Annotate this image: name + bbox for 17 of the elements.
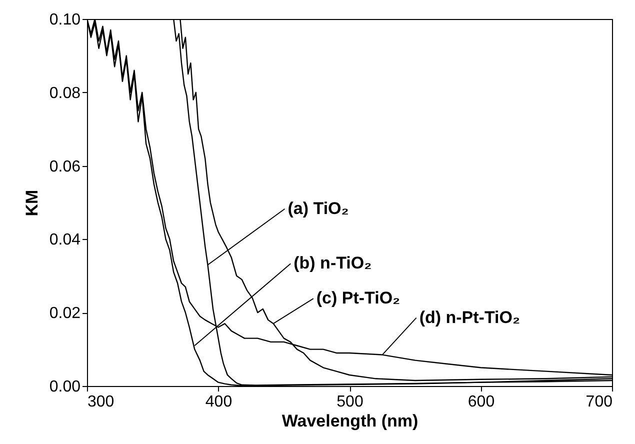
x-tick-label: 400 — [205, 394, 232, 410]
annotation: (c) Pt-TiO₂ — [316, 288, 400, 308]
x-tick-label: 300 — [88, 394, 114, 410]
x-tick-label: 700 — [586, 394, 613, 410]
y-tick-label: 0.02 — [49, 305, 81, 322]
y-tick-label: 0.00 — [49, 378, 81, 396]
x-tick-label: 500 — [336, 394, 364, 410]
y-axis-title: KM — [22, 190, 42, 216]
x-axis-title: Wavelength (nm) — [282, 412, 418, 430]
annotation: (b) n-TiO₂ — [294, 254, 372, 273]
y-tick-label: 0.10 — [49, 12, 81, 28]
x-tick-label: 600 — [468, 394, 495, 410]
y-tick-label: 0.06 — [49, 158, 81, 176]
annotation: (a) TiO₂ — [288, 198, 349, 218]
y-tick-label: 0.08 — [49, 84, 81, 102]
annotation: (d) n-Pt-TiO₂ — [419, 308, 520, 327]
y-tick-label: 0.04 — [49, 232, 81, 249]
